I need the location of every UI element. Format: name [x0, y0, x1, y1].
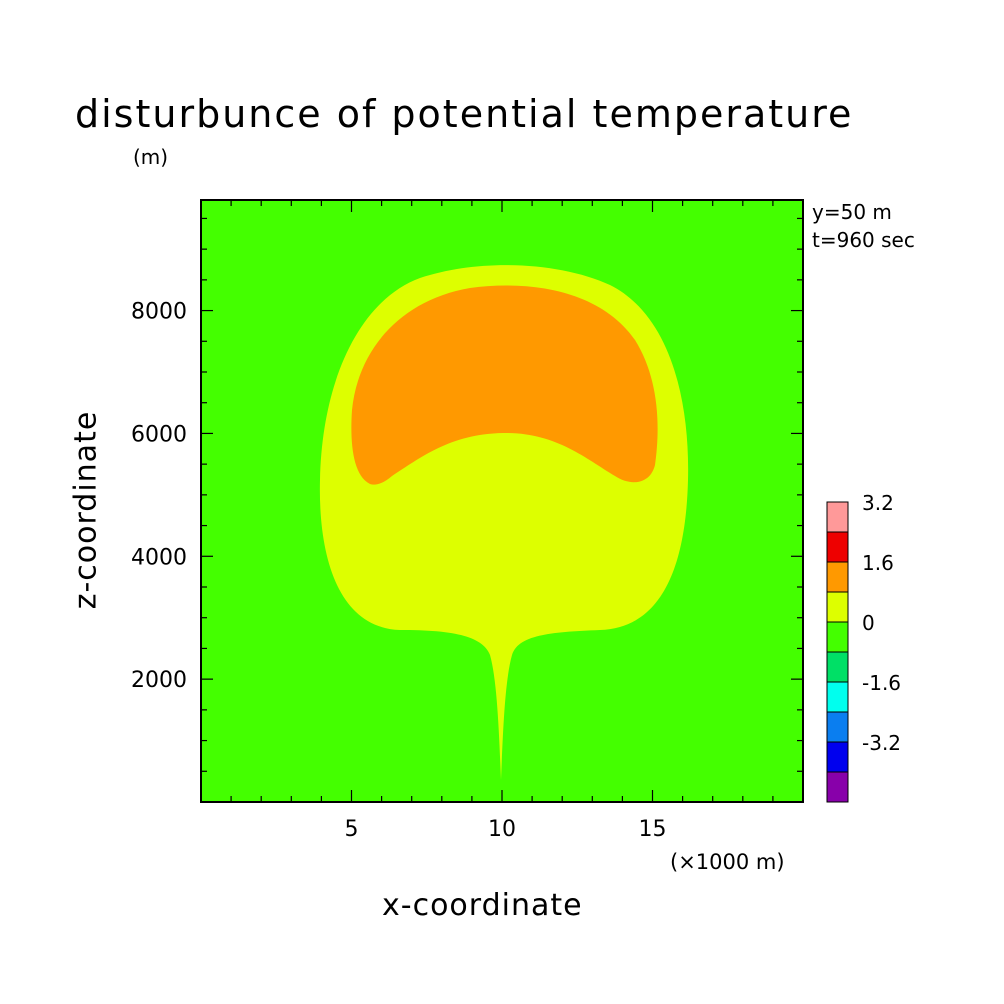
x-axis-units: (×1000 m): [670, 850, 785, 874]
colorbar-swatch: [826, 561, 849, 593]
colorbar-swatch: [826, 591, 849, 623]
colorbar-swatch: [826, 771, 849, 803]
colorbar-label: -3.2: [862, 731, 901, 755]
axis-tick-labels: 5 10 15 2000 4000 6000 8000: [131, 300, 667, 842]
colorbar-swatch: [826, 741, 849, 773]
colorbar-labels: -3.2 -1.6 0 1.6 3.2: [862, 491, 901, 755]
y-tick-label: 4000: [131, 545, 187, 570]
y-tick-label: 6000: [131, 422, 187, 447]
time-annotation: t=960 sec: [812, 228, 915, 252]
colorbar-swatch: [826, 651, 849, 683]
chart-title: disturbunce of potential temperature: [75, 92, 854, 136]
colorbar-swatch: [826, 501, 849, 533]
title-units: (m): [133, 145, 169, 169]
y-tick-label: 8000: [131, 300, 187, 325]
colorbar-label: 3.2: [862, 491, 894, 515]
plot-area: 5 10 15 2000 4000 6000 8000: [131, 199, 804, 842]
colorbar-swatch: [826, 711, 849, 743]
y-slice-annotation: y=50 m: [812, 200, 892, 224]
colorbar: [826, 501, 849, 803]
colorbar-label: 0: [862, 611, 875, 635]
colorbar-swatch: [826, 621, 849, 653]
axis-ticks: [201, 200, 803, 802]
x-tick-label: 5: [345, 817, 359, 842]
colorbar-label: 1.6: [862, 551, 894, 575]
colorbar-swatch: [826, 531, 849, 563]
x-tick-label: 10: [488, 817, 516, 842]
y-tick-label: 2000: [131, 668, 187, 693]
colorbar-swatch: [826, 681, 849, 713]
colorbar-label: -1.6: [862, 671, 901, 695]
x-axis-label: x-coordinate: [382, 888, 583, 923]
x-tick-label: 15: [639, 817, 667, 842]
thermal-core-contour: [351, 285, 658, 485]
